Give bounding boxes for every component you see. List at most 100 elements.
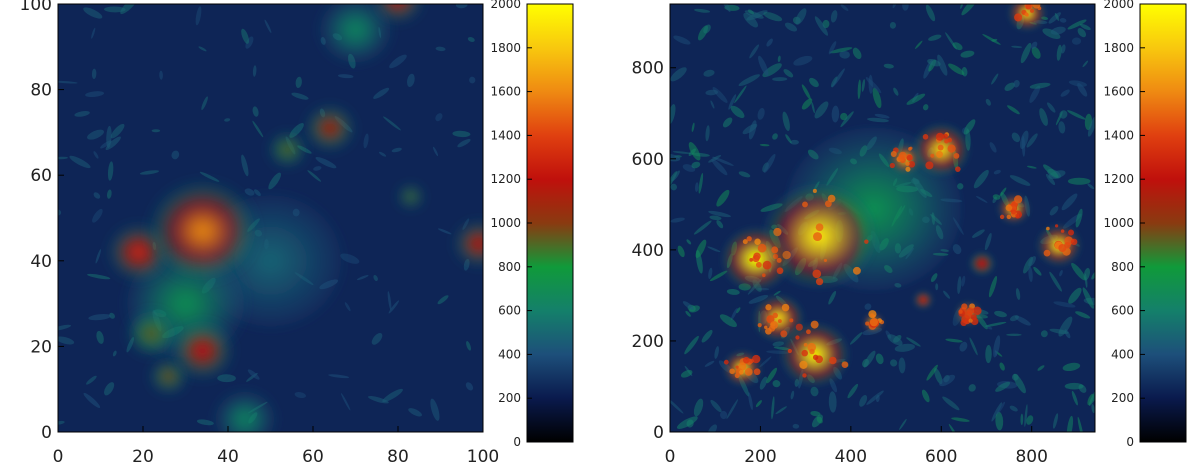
texture-mark (755, 400, 762, 408)
texture-mark (828, 290, 837, 305)
texture-mark (1028, 256, 1036, 267)
texture-mark (925, 4, 936, 22)
texture-mark (969, 337, 978, 356)
texture-mark (775, 406, 787, 415)
texture-mark (693, 220, 712, 235)
texture-mark (906, 93, 926, 105)
texture-mark (927, 58, 941, 67)
speckle-mark (889, 162, 895, 169)
x-tick-label: 40 (217, 447, 239, 467)
texture-mark (840, 111, 854, 128)
texture-mark (921, 389, 930, 403)
texture-mark (906, 337, 921, 347)
speckle-mark (803, 342, 808, 347)
texture-mark (839, 50, 850, 59)
speckle-mark (865, 321, 870, 326)
speckle-mark (739, 369, 744, 375)
texture-mark (83, 392, 101, 408)
texture-mark (722, 117, 733, 128)
texture-mark (847, 383, 859, 399)
texture-mark (894, 343, 915, 352)
y-tick-label: 200 (632, 332, 664, 352)
texture-mark (976, 195, 988, 203)
texture-mark (1048, 12, 1061, 24)
colorbar-tick-label: 1200 (1103, 172, 1134, 186)
speckle-mark (743, 356, 750, 364)
colorbar-tick-label: 1600 (490, 85, 521, 99)
texture-mark (1015, 288, 1021, 301)
speckle-mark (809, 348, 815, 355)
speckle-mark (772, 312, 778, 319)
texture-mark (452, 130, 471, 138)
texture-mark (782, 111, 790, 132)
texture-mark (356, 275, 369, 281)
heatmap-feature (306, 106, 354, 151)
x-tick-label: 80 (387, 447, 409, 467)
texture-mark (785, 134, 792, 144)
texture-mark (828, 41, 837, 55)
speckle-mark (729, 368, 735, 375)
heatmap-feature (215, 391, 275, 432)
x-tick-label: 200 (744, 447, 776, 467)
texture-mark (691, 161, 701, 169)
y-tick-label: 20 (30, 337, 52, 357)
texture-mark (801, 98, 813, 110)
colorbar-tick-label: 1800 (1103, 41, 1134, 55)
texture-mark (455, 4, 468, 9)
speckle-mark (935, 132, 944, 141)
texture-mark (671, 170, 680, 182)
texture-mark (849, 332, 863, 345)
y-tick-label: 600 (632, 150, 664, 170)
texture-mark (672, 151, 692, 155)
texture-mark (714, 346, 719, 359)
texture-mark (952, 42, 963, 51)
speckle-mark (754, 238, 761, 245)
texture-mark (58, 336, 75, 345)
texture-mark (989, 142, 997, 153)
texture-mark (695, 239, 707, 258)
texture-mark (1021, 135, 1026, 157)
texture-mark (749, 44, 760, 59)
texture-mark (466, 341, 472, 351)
colorbar-tick-label: 400 (1111, 347, 1134, 361)
texture-mark (1039, 108, 1048, 126)
x-tick-label: 600 (925, 447, 957, 467)
speckle-mark (1005, 204, 1013, 212)
x-tick-label: 800 (1015, 447, 1047, 467)
texture-mark (922, 104, 929, 111)
speckle-mark (806, 329, 811, 335)
texture-mark (85, 91, 105, 98)
texture-mark (830, 10, 838, 23)
texture-mark (109, 312, 115, 319)
texture-mark (1037, 365, 1045, 371)
texture-mark (1087, 116, 1095, 137)
texture-mark (244, 188, 255, 196)
texture-mark (930, 273, 938, 283)
texture-mark (852, 47, 862, 60)
texture-mark (810, 410, 821, 417)
texture-mark (1029, 85, 1041, 103)
colorbar-tick-label: 200 (1111, 391, 1134, 405)
speckle-mark (970, 314, 977, 321)
texture-mark (1061, 44, 1066, 54)
texture-mark (328, 374, 350, 379)
left-heatmap-panel: 0 20 40 60 80 1000204060801000200400600800100… (20, 0, 574, 467)
texture-mark (159, 70, 163, 80)
texture-mark (742, 123, 758, 135)
x-tick-label: 60 (302, 447, 324, 467)
texture-mark (106, 125, 112, 149)
texture-mark (1077, 28, 1087, 38)
texture-mark (914, 40, 923, 49)
texture-mark (1049, 271, 1062, 292)
speckle-mark (765, 304, 772, 311)
texture-mark (201, 96, 208, 111)
texture-mark (1026, 165, 1037, 169)
texture-mark (670, 397, 684, 414)
texture-mark (1007, 105, 1020, 115)
texture-mark (387, 291, 392, 311)
texture-mark (670, 104, 676, 125)
texture-mark (670, 67, 687, 82)
colorbar-tick-label: 1600 (1103, 85, 1134, 99)
texture-mark (680, 370, 693, 378)
